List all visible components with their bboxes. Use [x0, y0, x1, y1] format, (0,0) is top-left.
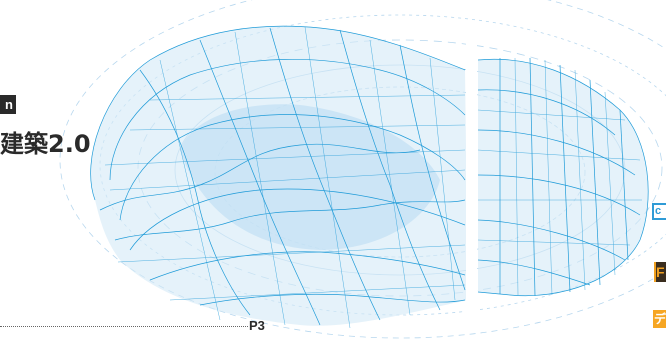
mesh-left-half: [90, 25, 469, 329]
section-badge: n: [0, 95, 16, 114]
right-dark-block: F: [654, 262, 666, 282]
right-blue-badge: c: [652, 203, 666, 220]
mesh-right-half: [477, 57, 649, 297]
right-orange-label: デ: [653, 310, 666, 328]
article-title: 建築2.0: [0, 130, 91, 158]
page-reference[interactable]: P3: [249, 318, 265, 333]
dotted-leader-line: [0, 326, 248, 327]
